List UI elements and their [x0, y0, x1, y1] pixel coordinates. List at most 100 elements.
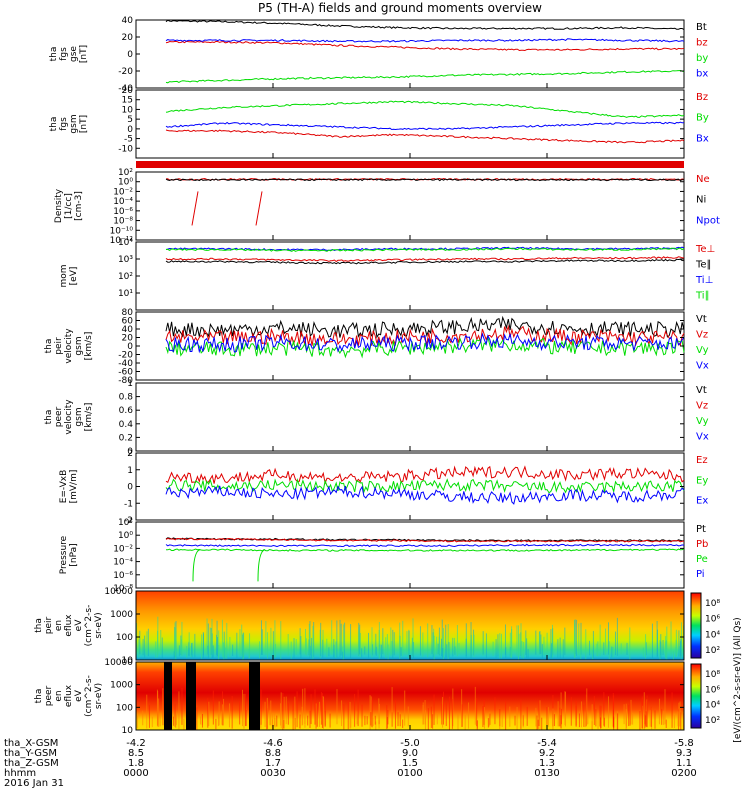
spectrogram-streak [146, 631, 148, 656]
spectrogram-streak [370, 712, 372, 726]
spectrogram-streak [616, 617, 618, 656]
series-line-Ez [165, 465, 685, 485]
spectrogram-streak [298, 712, 300, 728]
y-tick-label: 20 [122, 334, 134, 344]
spectrogram-streak [465, 623, 467, 657]
spectrogram-streak [206, 618, 208, 656]
spectrogram-streak [266, 697, 268, 726]
spectrogram-streak [559, 707, 561, 727]
y-axis-label-line: [km/s] [84, 332, 94, 361]
spectrogram-streak [287, 702, 289, 725]
plot-title: P5 (TH-A) fields and ground moments over… [258, 1, 542, 15]
spectrogram-streak [322, 696, 324, 729]
spectrogram-streak [212, 645, 214, 658]
spectrogram-streak [142, 710, 144, 726]
spectrogram-streak [366, 716, 368, 725]
legend-entry: Bx [696, 133, 709, 144]
series-dropout [191, 191, 199, 226]
legend-entry: bz [696, 38, 708, 49]
x-axis-value: -4.2 [126, 738, 146, 749]
spectrogram-streak [361, 704, 363, 727]
spectrogram-streak [679, 641, 681, 657]
spectrogram-streak [620, 643, 622, 655]
spectrogram-streak [138, 639, 140, 658]
legend-entry: Vy [696, 345, 709, 356]
spectrogram-streak [207, 623, 209, 659]
spectrogram-streak [643, 692, 645, 730]
y-tick-label: 10⁻⁶ [113, 571, 133, 581]
spectrogram-streak [174, 703, 176, 727]
spectrogram-streak [658, 698, 660, 725]
series-line-Pb [165, 537, 685, 543]
spectrogram-streak [296, 691, 298, 728]
spectrogram-streak [191, 643, 193, 656]
spectrogram-streak [672, 650, 674, 660]
spectrogram-streak [274, 717, 276, 728]
spectrogram-streak [283, 696, 285, 729]
spectrogram-streak [372, 717, 374, 727]
spectrogram-streak [381, 644, 383, 659]
spectrogram-streak [580, 647, 582, 659]
y-axis-label-line: (cm^2-s- [84, 675, 94, 717]
spectrogram-streak [243, 632, 245, 658]
y-axis-label-line: peir [54, 337, 64, 355]
spectrogram-streak [368, 632, 370, 659]
spectrogram-streak [650, 706, 652, 727]
spectrogram-streak [584, 712, 586, 728]
y-tick-label: 20 [122, 86, 134, 96]
spectrogram-streak [441, 638, 443, 657]
spectrogram-streak [517, 625, 519, 660]
y-axis-label: Pressure [nPa] [59, 535, 79, 574]
y-tick-label: 10⁻⁴ [113, 197, 133, 207]
spectrogram-streak [305, 628, 307, 655]
spectrogram-streak [386, 634, 388, 656]
y-axis-label: E=-VxB [mV/m] [59, 470, 79, 504]
panel-frame [135, 241, 685, 311]
spectrogram-streak [201, 713, 203, 728]
spectrogram-streak [370, 696, 372, 727]
series-line-bx [165, 38, 685, 43]
spectrogram-streak [359, 624, 361, 655]
spectrogram-streak [630, 699, 632, 725]
spectrogram-streak [494, 697, 496, 725]
x-axis-value: 8.5 [128, 748, 144, 759]
y-axis-label-line: [mV/m] [69, 470, 79, 504]
spectrogram-streak [516, 706, 518, 730]
spectrogram-streak [675, 629, 677, 656]
spectrogram-streak [335, 641, 337, 658]
y-axis-label-line: mom [59, 264, 69, 287]
spectrogram-streak [603, 717, 605, 727]
spectrogram-streak [447, 624, 449, 660]
spectrogram-streak [302, 688, 304, 725]
spectrogram-streak [243, 693, 245, 729]
y-tick-label: 10² [118, 518, 133, 528]
spectrogram-streak [229, 636, 231, 658]
series-line-bz [165, 40, 685, 52]
y-tick-label: -40 [118, 84, 133, 94]
spectrogram-streak [385, 637, 387, 659]
spectrogram-streak [290, 641, 292, 659]
spectrogram-streak [661, 708, 663, 725]
y-tick-label: -60 [118, 368, 133, 378]
legend-entry: Bz [696, 92, 708, 103]
legend-entry: Te⊥ [695, 244, 715, 255]
spectrogram-streak [309, 621, 311, 659]
legend-entry: Vt [696, 385, 707, 396]
legend-entry: by [696, 53, 708, 64]
spectrogram-streak [433, 628, 435, 655]
spectrogram-streak [665, 719, 667, 729]
spectrogram-streak [454, 646, 456, 655]
spectrogram-streak [487, 718, 489, 728]
spectrogram-streak [172, 716, 174, 726]
spectrogram-streak [659, 639, 661, 660]
legend-entry: Ne [696, 174, 710, 185]
spectrogram-streak [597, 714, 599, 730]
x-axis-row-label: tha_X-GSM [4, 738, 58, 749]
spectrogram-streak [156, 689, 158, 727]
x-axis-value: -5.4 [537, 738, 557, 749]
spectrogram-streak [266, 699, 268, 730]
spectrogram-streak [382, 628, 384, 655]
y-tick-label: 2 [127, 449, 133, 459]
spectrogram-streak [562, 639, 564, 659]
